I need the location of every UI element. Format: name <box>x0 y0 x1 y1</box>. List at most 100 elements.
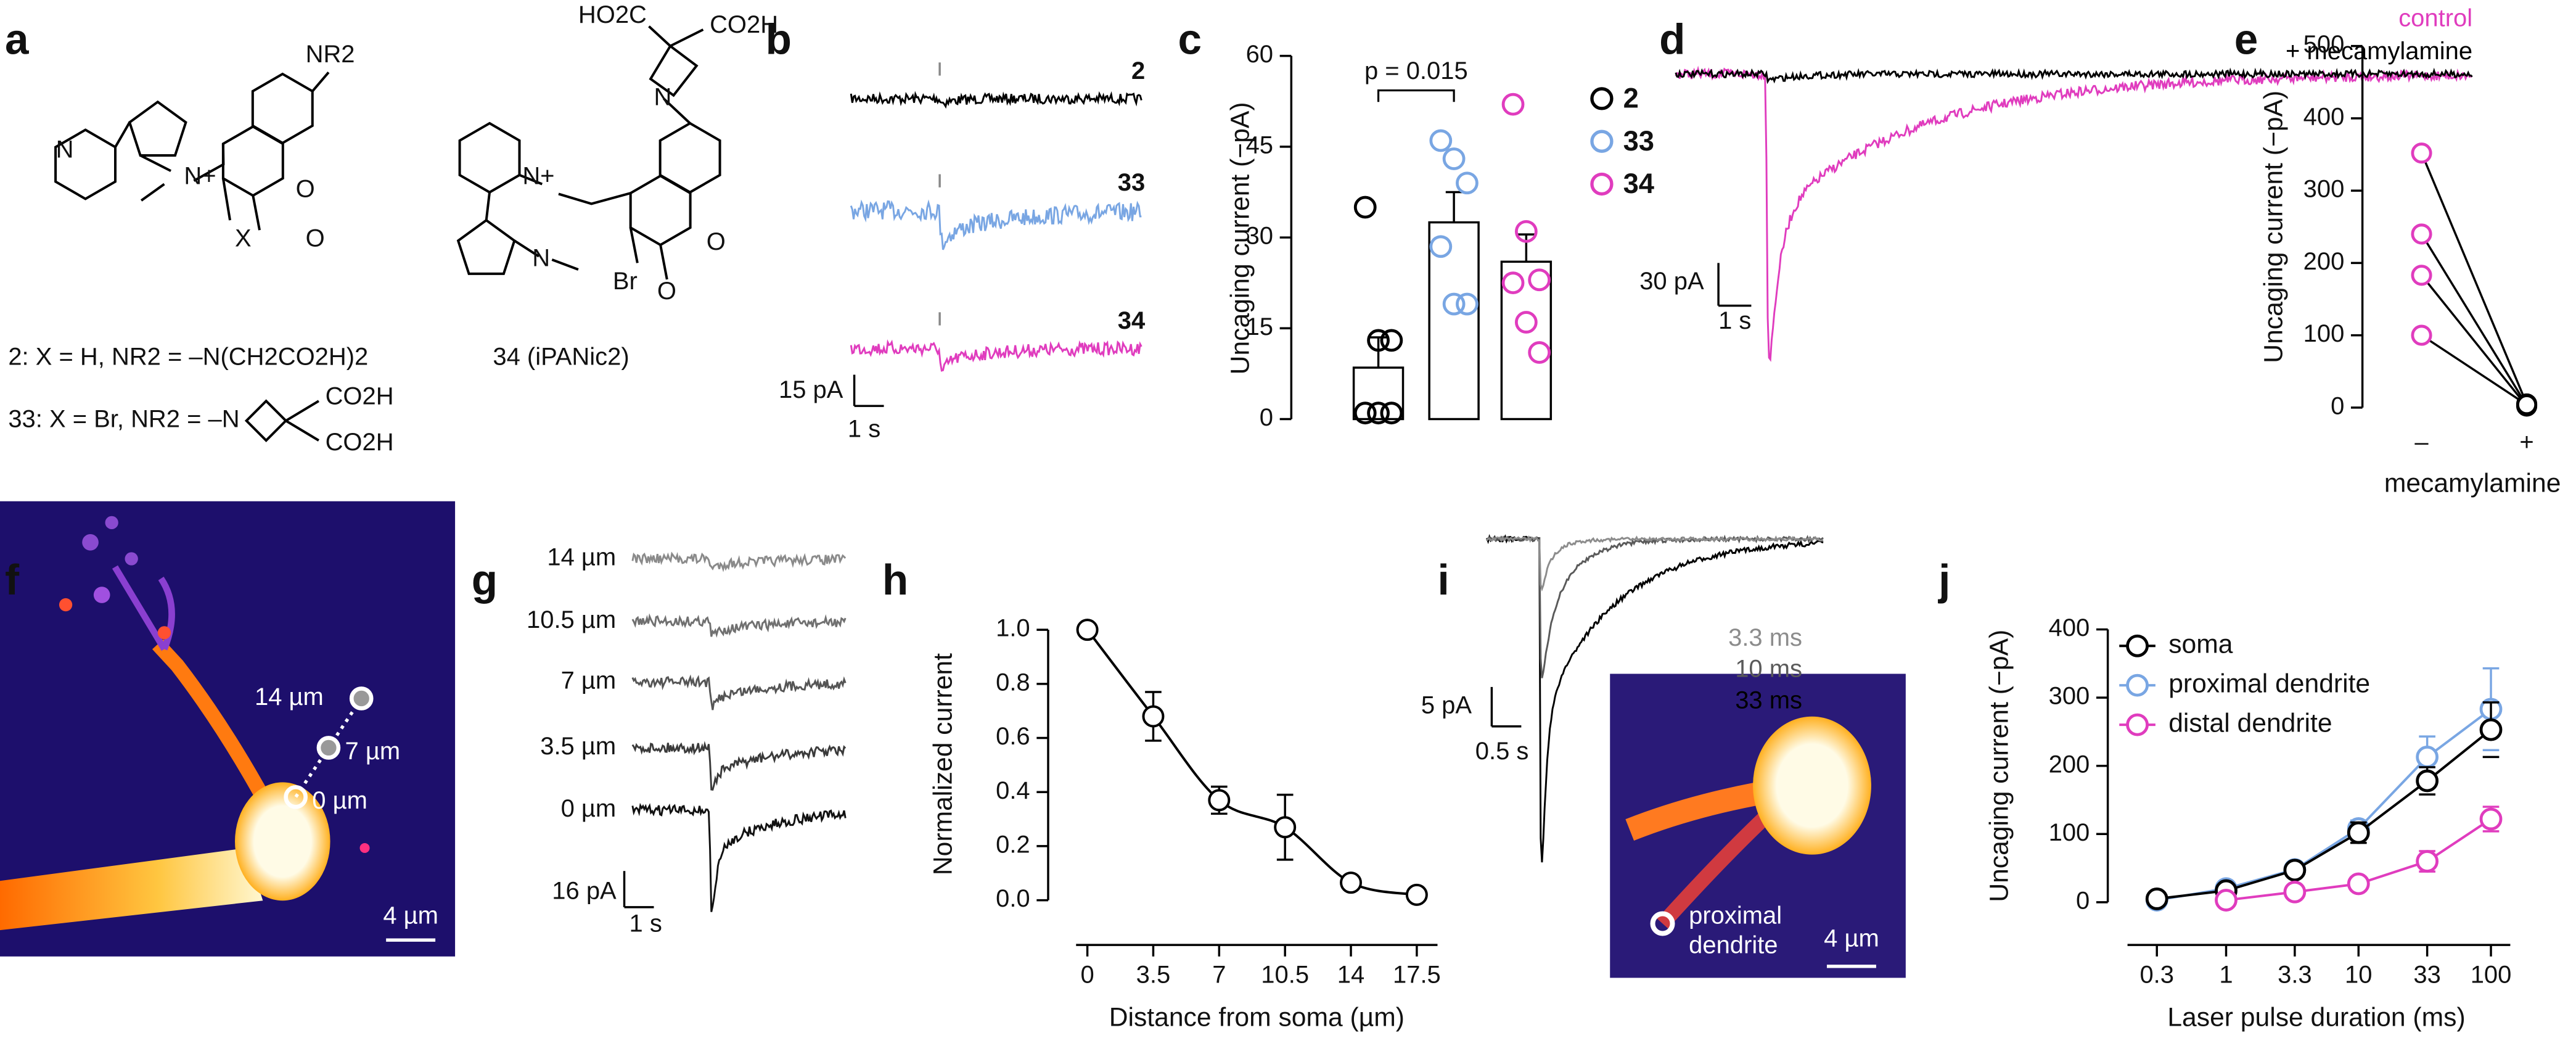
trace-label: 34 <box>1118 307 1145 334</box>
scale-label: 0.5 s <box>1475 738 1529 765</box>
panel-label: c <box>1178 15 1202 64</box>
point <box>1353 402 1377 425</box>
scale-label: 1 s <box>630 910 662 937</box>
point <box>2283 859 2307 882</box>
point <box>1274 816 1297 839</box>
legend-label: 33 <box>1623 125 1654 157</box>
trace <box>631 613 847 638</box>
legend-label: 10 ms <box>1735 656 1802 683</box>
point <box>1367 402 1390 425</box>
y-axis-label: Uncaging current (−pA) <box>1985 630 2014 902</box>
point <box>2516 394 2538 416</box>
scale-label: 30 pA <box>1639 268 1704 295</box>
point <box>2411 223 2432 245</box>
x-tick-label: 0 <box>1080 961 1094 988</box>
x-axis-label: mecamylamine <box>2384 468 2561 498</box>
atom: HO2C <box>578 1 647 28</box>
bond <box>221 178 232 221</box>
panel-label: g <box>472 556 498 604</box>
legend-label: 34 <box>1623 168 1654 199</box>
bond <box>140 183 165 202</box>
x-tick-label: + <box>2519 429 2533 456</box>
panel-label: h <box>882 556 908 604</box>
x-tick-label: 17.5 <box>1393 961 1441 988</box>
point <box>2347 872 2370 896</box>
site-label: dendrite <box>1689 931 1778 958</box>
x-axis-label: Distance from soma (µm) <box>1109 1002 1405 1032</box>
bond <box>519 173 543 186</box>
scale-label: 4 µm <box>1824 925 1879 952</box>
point <box>1528 268 1551 292</box>
image-i <box>1610 673 1906 978</box>
legend-marker <box>2126 634 2149 657</box>
x-tick-label: – <box>2414 429 2429 456</box>
atom: CO2H <box>710 11 778 38</box>
legend-marker <box>1590 87 1614 110</box>
panel-label: f <box>5 556 20 604</box>
scale-label: 5 pA <box>1421 691 1472 719</box>
point <box>1429 235 1453 258</box>
bond <box>285 419 319 442</box>
y-tick-label: 1.0 <box>996 615 1030 642</box>
caption: CO2H <box>326 382 394 410</box>
point <box>2479 718 2503 741</box>
caption: 2: X = H, NR2 = –N(CH2CO2H)2 <box>8 343 368 370</box>
atom: NR2 <box>306 41 355 68</box>
x-tick-label: 0.3 <box>2139 961 2174 988</box>
point <box>2416 769 2439 793</box>
bar <box>1352 366 1405 421</box>
y-tick-label: 500 <box>2303 31 2345 58</box>
panel-label: d <box>1659 15 1685 64</box>
y-tick-label: 0 <box>1260 404 1273 431</box>
y-tick-label: 100 <box>2303 320 2345 347</box>
point <box>1514 220 1538 243</box>
pair-line <box>2421 274 2528 407</box>
scale-label: 15 pA <box>779 376 843 403</box>
fit-line <box>1086 628 1417 896</box>
point <box>1208 789 1231 812</box>
bar <box>1500 260 1553 421</box>
y-axis-label: Uncaging current (−pA) <box>2259 91 2289 363</box>
legend-marker <box>2126 713 2149 736</box>
y-axis-label: Normalized current <box>928 653 958 875</box>
bond <box>114 122 131 148</box>
caption: CO2H <box>326 429 394 456</box>
y-tick-label: 0.4 <box>996 777 1030 804</box>
point <box>1353 196 1377 219</box>
legend-label: distal dendrite <box>2168 708 2332 738</box>
point <box>2347 821 2370 844</box>
trace <box>850 91 1142 109</box>
y-tick-label: 300 <box>2049 683 2090 710</box>
point <box>1380 329 1403 352</box>
series-line <box>2156 728 2492 900</box>
bond <box>139 154 172 172</box>
point <box>2411 142 2432 164</box>
trace-label: 10.5 µm <box>527 606 616 633</box>
trace <box>631 802 847 912</box>
trace <box>850 339 1142 372</box>
panel-label: j <box>1937 556 1950 604</box>
point <box>2479 807 2503 831</box>
x-tick-label: 1 <box>2219 961 2233 988</box>
image-f <box>0 501 456 957</box>
atom: O <box>657 278 676 305</box>
bond <box>558 192 631 205</box>
point <box>1405 883 1428 906</box>
panel-label: a <box>5 15 29 64</box>
point <box>1501 271 1525 295</box>
bond <box>648 25 671 47</box>
atom: Br <box>613 268 638 295</box>
bond <box>285 400 319 422</box>
point <box>2416 850 2439 873</box>
bond <box>244 399 288 442</box>
trace-label: 7 µm <box>561 667 617 694</box>
scale-label: 4 µm <box>383 902 438 929</box>
y-tick-label: 0.2 <box>996 831 1030 858</box>
y-tick-label: 200 <box>2303 248 2345 275</box>
y-tick-label: 0 <box>2076 887 2090 914</box>
trace <box>850 199 1142 250</box>
y-tick-label: 0 <box>2331 392 2344 419</box>
x-tick-label: 3.5 <box>1136 961 1171 988</box>
panel-label: i <box>1437 556 1449 604</box>
